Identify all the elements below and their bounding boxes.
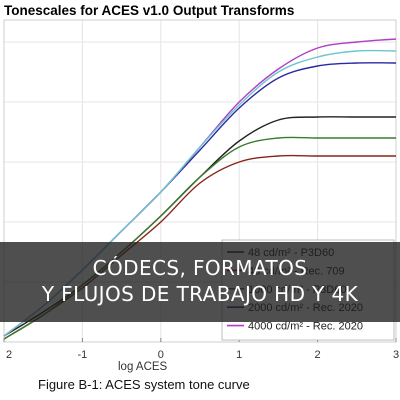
figure-caption: Figure B-1: ACES system tone curve [38, 377, 250, 392]
banner-line-2: Y FLUJOS DE TRABAJO HD Y 4K [41, 282, 359, 306]
x-axis-label: log ACES [118, 361, 168, 373]
x-ticks: 2 -1 0 1 2 3 [3, 338, 399, 361]
plot-frame [3, 19, 397, 343]
course-banner: CÓDECS, FORMATOS Y FLUJOS DE TRABAJO HD … [0, 242, 400, 322]
x-tick-label: 2 [6, 349, 12, 361]
x-tick-label: 3 [393, 349, 399, 361]
x-tick-label: 0 [158, 349, 164, 361]
legend-entry: 4000 cd/m² - Rec. 2020 [248, 321, 363, 333]
x-tick-label: 1 [236, 349, 242, 361]
chart-title: Tonescales for ACES v1.0 Output Transfor… [4, 3, 295, 18]
banner-line-1: CÓDECS, FORMATOS [92, 256, 308, 280]
x-tick-label: 2 [315, 349, 321, 361]
x-tick-label: -1 [78, 349, 88, 361]
